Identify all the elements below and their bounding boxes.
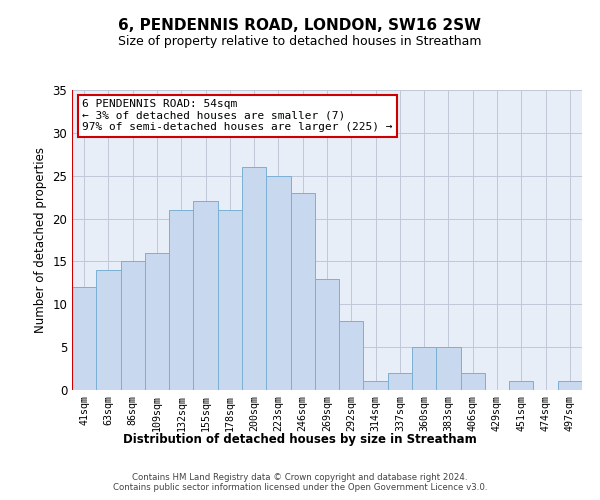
Text: Distribution of detached houses by size in Streatham: Distribution of detached houses by size … (123, 432, 477, 446)
Bar (290, 193, 315, 390)
Bar (218, 210, 242, 390)
Bar (242, 167, 266, 390)
Bar (558, 382, 582, 390)
Bar (339, 322, 364, 390)
Bar (412, 347, 436, 390)
Text: 6 PENDENNIS ROAD: 54sqm
← 3% of detached houses are smaller (7)
97% of semi-deta: 6 PENDENNIS ROAD: 54sqm ← 3% of detached… (82, 99, 392, 132)
Bar (461, 373, 485, 390)
Bar (266, 176, 290, 390)
Bar (193, 202, 218, 390)
Bar (169, 210, 193, 390)
Bar (509, 382, 533, 390)
Bar (96, 270, 121, 390)
Text: 6, PENDENNIS ROAD, LONDON, SW16 2SW: 6, PENDENNIS ROAD, LONDON, SW16 2SW (119, 18, 482, 32)
Y-axis label: Number of detached properties: Number of detached properties (34, 147, 47, 333)
Text: Size of property relative to detached houses in Streatham: Size of property relative to detached ho… (118, 35, 482, 48)
Bar (364, 382, 388, 390)
Bar (145, 253, 169, 390)
Bar (388, 373, 412, 390)
Text: Contains HM Land Registry data © Crown copyright and database right 2024.
Contai: Contains HM Land Registry data © Crown c… (113, 473, 487, 492)
Bar (72, 287, 96, 390)
Bar (436, 347, 461, 390)
Bar (121, 262, 145, 390)
Bar (315, 278, 339, 390)
